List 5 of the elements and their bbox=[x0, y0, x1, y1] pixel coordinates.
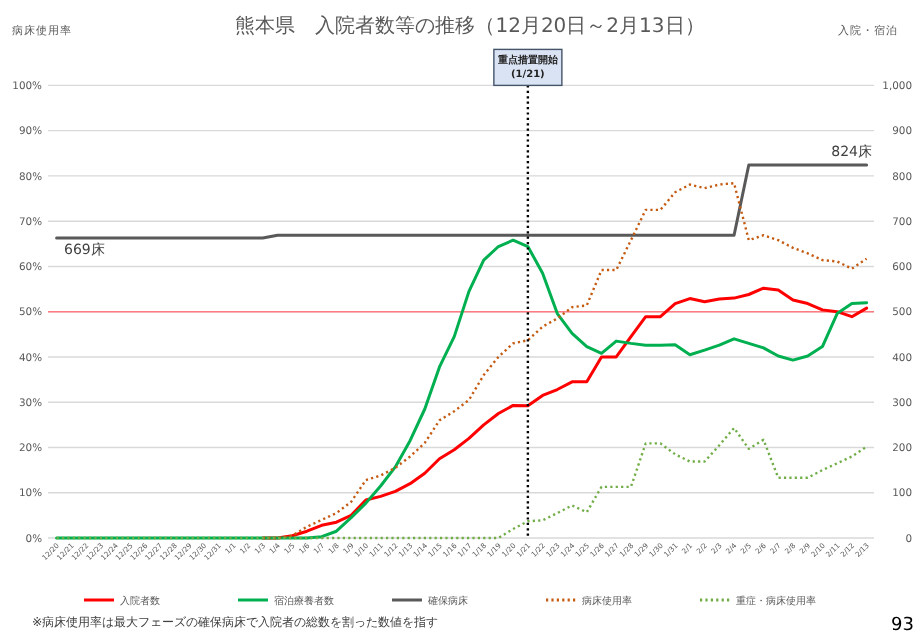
line-series bbox=[55, 238, 869, 540]
chart-title: 熊本県 入院者数等の推移（12月20日～2月13日） bbox=[235, 14, 705, 38]
line-series bbox=[55, 426, 868, 540]
text: 93 bbox=[891, 616, 914, 636]
line-series bbox=[261, 181, 868, 540]
